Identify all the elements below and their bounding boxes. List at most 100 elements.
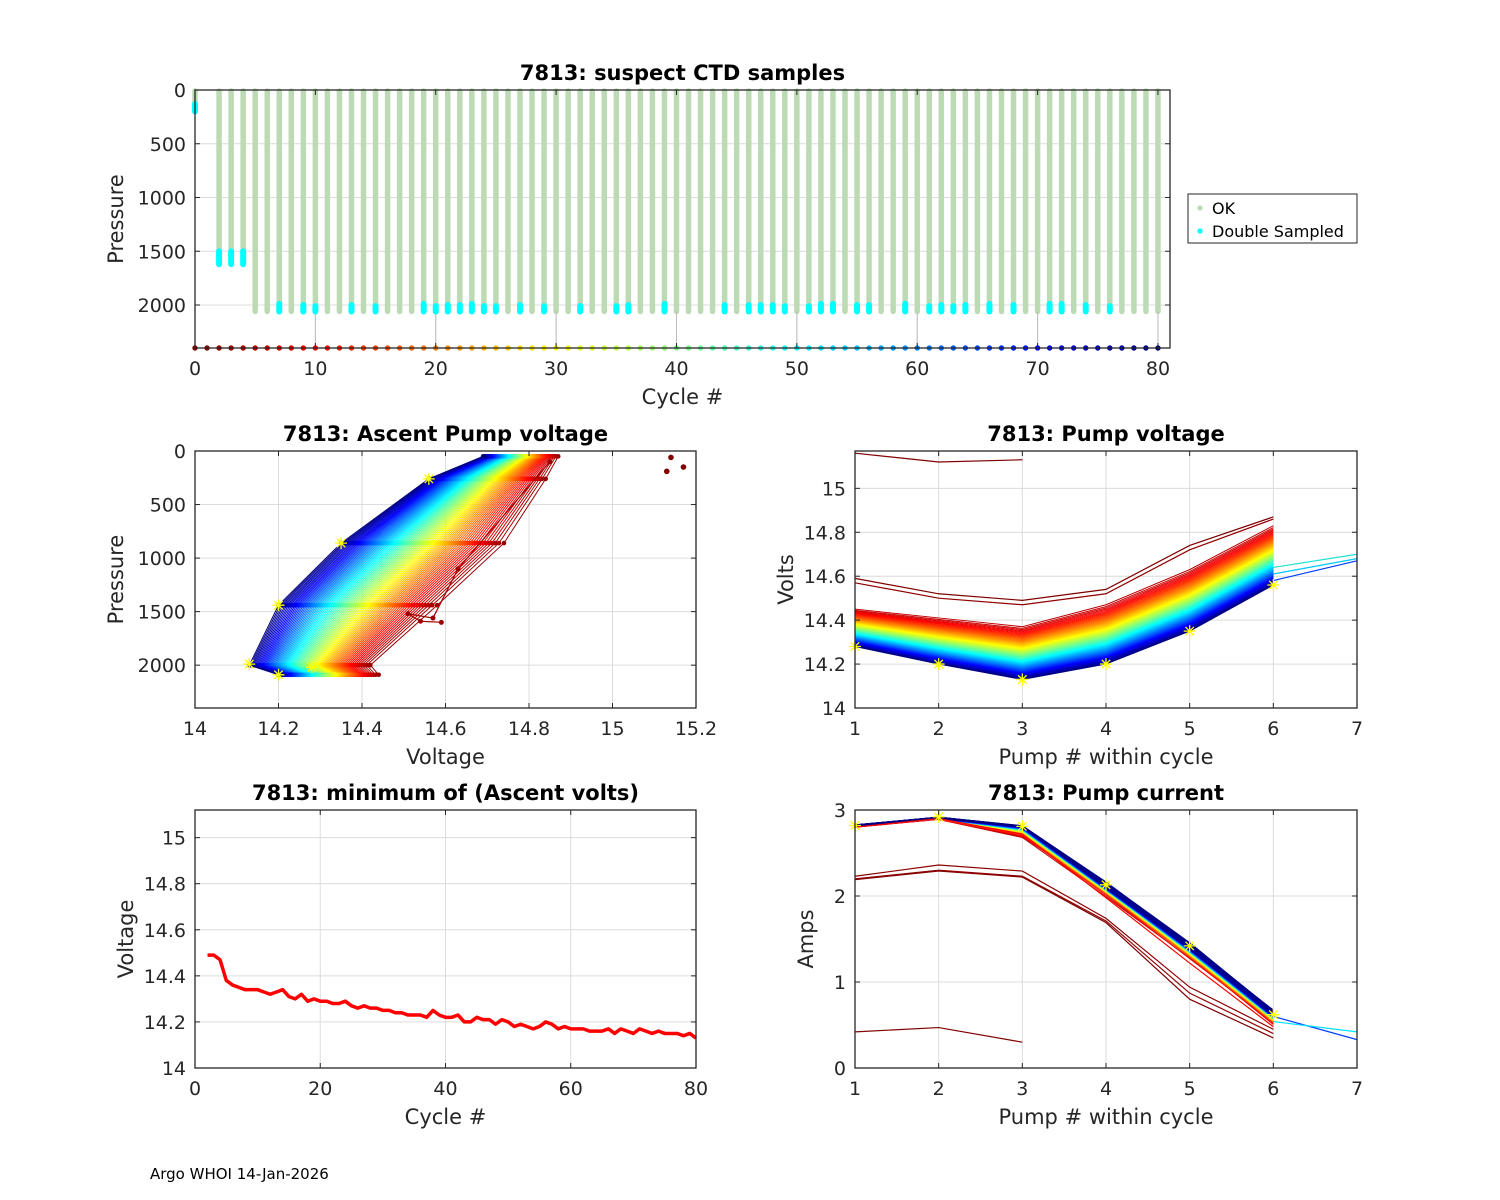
ascent-profile-line (350, 456, 547, 676)
pump-current-special-line (854, 870, 1274, 1039)
outlier-point (663, 468, 670, 475)
footer-label: Argo WHOI 14-Jan-2026 (150, 1165, 329, 1183)
pump-voltage-line (854, 558, 1274, 657)
anomaly-profile-line (407, 461, 551, 623)
plot-content (243, 454, 687, 681)
ascent-profile-line (248, 455, 484, 676)
ascent-profile-line (317, 455, 527, 676)
highlight-star-marker (1016, 673, 1029, 686)
ascent-profile-line (286, 455, 507, 676)
y-tick-label: 0 (174, 80, 186, 102)
pump-voltage-line (854, 539, 1274, 641)
y-tick-label: 14.8 (804, 522, 846, 544)
ascent-profile-line (342, 456, 542, 676)
highlight-star-marker (272, 668, 285, 681)
y-axis-label: Voltage (114, 900, 138, 979)
y-tick-label: 1500 (138, 241, 186, 263)
x-tick-label: 4 (1100, 718, 1112, 740)
outlier-point (680, 464, 687, 470)
ascent-profile-line (330, 455, 535, 676)
x-tick-label: 2 (933, 718, 945, 740)
pump-voltage-line (854, 544, 1274, 645)
y-tick-label: 1 (834, 972, 846, 994)
pump-current-special-line (854, 1026, 1023, 1043)
x-tick-label: 0 (189, 1078, 201, 1100)
legend-marker (1197, 228, 1203, 234)
pump-voltage-line (854, 557, 1274, 656)
x-tick-label: 0 (189, 358, 201, 380)
x-tick-label: 3 (1016, 718, 1028, 740)
pump-current-special-line (1273, 1015, 1358, 1041)
x-tick-label: 15.2 (675, 718, 717, 740)
ascent-point (368, 662, 373, 668)
y-tick-label: 1500 (138, 602, 186, 624)
x-tick-label: 3 (1016, 1078, 1028, 1100)
x-tick-label: 60 (905, 358, 929, 380)
legend: OK Double Sampled (1187, 193, 1358, 244)
chart-minv: 0 20 40 60 80 14 14.2 14.4 14.6 14.8 15 7813: minim… (114, 781, 708, 1129)
x-tick-label: 5 (1184, 718, 1196, 740)
pump-voltage-line (854, 534, 1274, 636)
y-tick-label: 2000 (138, 655, 186, 677)
y-tick-label: 14.2 (144, 1012, 186, 1034)
x-tick-label: 14.8 (508, 718, 550, 740)
ascent-profile-line (354, 456, 549, 676)
x-tick-label: 15 (600, 718, 624, 740)
ascent-profile-line (294, 455, 512, 676)
ascent-profile-line (337, 455, 539, 676)
pump-voltage-line (854, 554, 1274, 654)
pump-voltage-line (854, 548, 1274, 648)
pump-voltage-line (854, 538, 1274, 640)
y-tick-label: 500 (150, 134, 186, 156)
y-tick-label: 3 (834, 800, 846, 822)
pump-voltage-line (854, 535, 1274, 637)
highlight-star-marker (243, 658, 256, 671)
x-tick-label: 30 (544, 358, 568, 380)
pump-current-line (854, 816, 1275, 1013)
pump-voltage-line (854, 536, 1274, 637)
ascent-point (543, 476, 548, 482)
ascent-profile-line (314, 455, 525, 676)
ascent-profile-line (332, 455, 536, 676)
pump-voltage-line (854, 540, 1274, 642)
ascent-point (480, 454, 486, 459)
ascent-profile-line (284, 455, 506, 676)
x-tick-label: 5 (1184, 1078, 1196, 1100)
pump-voltage-line (854, 545, 1274, 646)
pump-voltage-line (854, 525, 1274, 628)
pump-voltage-line (854, 568, 1274, 666)
y-axis-label: Pressure (104, 174, 128, 264)
y-tick-label: 2000 (138, 295, 186, 317)
ascent-profile-line (287, 455, 508, 676)
ascent-profile-line (316, 455, 526, 676)
legend-marker (1197, 205, 1203, 211)
x-tick-label: 40 (664, 358, 688, 380)
y-axis-label: Volts (774, 554, 798, 605)
y-tick-label: 14 (822, 698, 846, 720)
ascent-profile-line (301, 455, 517, 676)
pump-voltage-line (854, 529, 1274, 632)
ascent-profile-line (356, 456, 551, 676)
highlight-star-marker (1016, 820, 1029, 833)
highlight-star-marker (1267, 1008, 1280, 1021)
ascent-profile-line (348, 456, 546, 676)
ascent-profile-line (360, 456, 554, 676)
pump-voltage-line (854, 552, 1274, 652)
pump-voltage-line (854, 546, 1274, 647)
ascent-profile-line (290, 455, 510, 676)
chart-title: 7813: Pump current (988, 781, 1224, 805)
x-tick-label: 20 (424, 358, 448, 380)
pump-voltage-line (854, 561, 1274, 660)
y-tick-label: 14.2 (804, 654, 846, 676)
anomaly-point (405, 611, 411, 617)
pump-current-special-line (854, 869, 1274, 1035)
x-tick-label: 7 (1351, 718, 1363, 740)
pump-voltage-line (854, 569, 1274, 667)
x-axis-label: Pump # within cycle (999, 745, 1214, 769)
pump-voltage-line (854, 555, 1274, 654)
ascent-profile-line (320, 455, 529, 676)
pump-voltage-line (854, 545, 1274, 645)
pump-voltage-line (854, 533, 1274, 635)
y-axis-label: Pressure (104, 535, 128, 625)
y-tick-label: 14.4 (144, 966, 186, 988)
